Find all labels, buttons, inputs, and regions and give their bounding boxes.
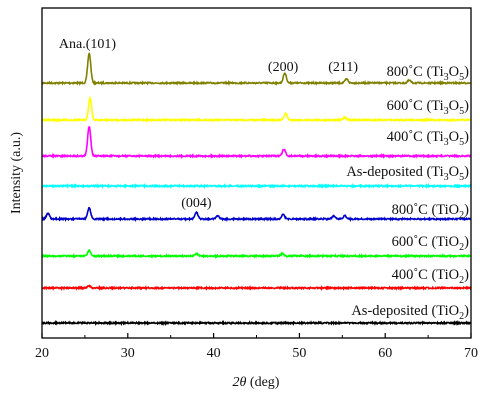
x-tick-label-20: 20 [35,346,49,361]
series-line-4 [41,182,472,190]
peak-annotation-3: (211) [328,60,358,75]
series-line-5 [41,206,472,223]
x-axis-title: 2θ (deg) [233,375,280,390]
series-labels-group: 800˚C (Ti3O5) 600˚C (Ti3O5) 400˚C (Ti3O5) A… [346,64,469,322]
x-tick-label-50: 50 [292,346,306,361]
peak-annotation-2: (200) [268,60,299,75]
y-axis-title: Intensity (a.u.) [9,132,24,214]
series-line-1 [41,52,472,87]
series-label-7: 400˚C (TiO2) [392,267,470,286]
series-label-6: 600˚C (TiO2) [392,234,470,253]
series-line-3 [41,125,472,160]
series-line-6 [41,249,472,260]
peak-annotation-4: (004) [181,196,212,211]
annotations-group: Ana.(101) (200) (211) (004) [59,37,358,211]
x-tick-label-70: 70 [464,346,478,361]
peak-annotation-1: Ana.(101) [59,37,116,52]
x-tick-label-40: 40 [207,346,221,361]
series-line-7 [41,284,472,292]
traces-group [41,52,472,327]
x-tick-label-60: 60 [378,346,392,361]
x-tick-label-30: 30 [121,346,135,361]
series-label-8: As-deposited (TiO2) [351,303,469,322]
series-label-1: 800˚C (Ti3O5) [387,64,470,83]
x-axis-title-unit: (deg) [246,375,279,390]
series-label-4: As-deposited (Ti3O5) [346,164,469,183]
series-label-5: 800˚C (TiO2) [392,202,470,221]
series-label-3: 400˚C (Ti3O5) [387,129,470,148]
series-label-2: 600˚C (Ti3O5) [387,98,470,117]
x-axis: 20 30 40 50 60 70 [35,333,478,361]
series-line-8 [41,319,472,327]
series-line-2 [41,95,472,123]
x-axis-title-symbol: 2θ [233,375,247,390]
